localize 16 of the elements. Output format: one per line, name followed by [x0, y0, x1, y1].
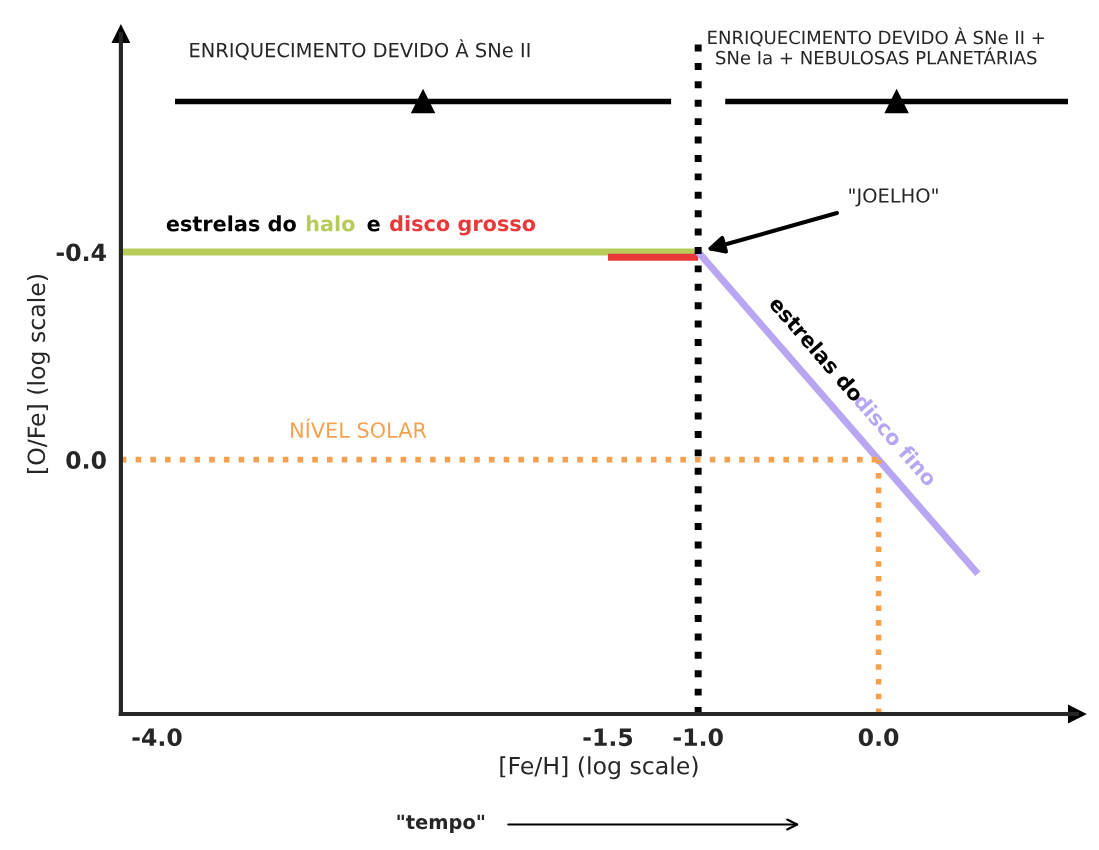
y-axis-title: [O/Fe] (log scale) [26, 275, 50, 473]
annotation: ENRIQUECIMENTO DEVIDO À SNe II [190, 39, 530, 60]
annotation: e [367, 219, 380, 232]
x-tick-label: -4.0 [132, 728, 182, 747]
x-tick-label: -1.5 [583, 728, 633, 747]
text: disco grosso [389, 215, 536, 236]
x-axis-title: [Fe/H] (log scale) [500, 756, 698, 780]
y-tick-label: -0.4 [56, 243, 106, 262]
annotation: ENRIQUECIMENTO DEVIDO À SNe II + SNe Ia + NEBULOSAS PLANETÁRIAS [708, 27, 1044, 65]
x-tick-label: 0.0 [858, 728, 899, 747]
annotation: "JOELHO" [849, 188, 938, 207]
series-label: halo [306, 215, 355, 232]
annotation: NÍVEL SOLAR [291, 418, 427, 438]
annotation: estrelas do [166, 215, 296, 232]
text: "tempo" [397, 814, 485, 833]
x-tick-label: -1.0 [673, 728, 723, 747]
